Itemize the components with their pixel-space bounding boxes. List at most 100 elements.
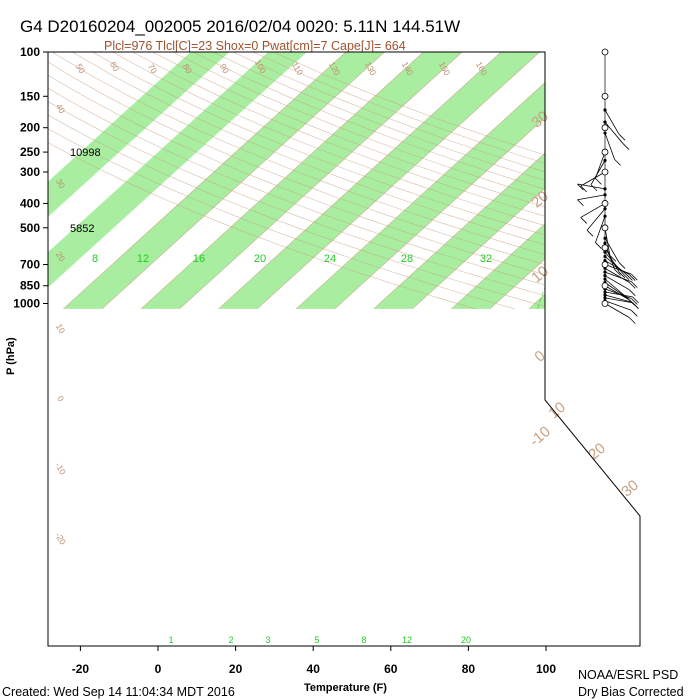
wind-barb (577, 183, 606, 190)
wind-profile (577, 48, 639, 324)
isotherm-f-label: 20 (54, 250, 68, 263)
temp-tick-label: 0 (155, 662, 162, 676)
wind-barb (580, 171, 606, 187)
wind-barb-feather (577, 183, 584, 191)
wind-barb-feather (580, 217, 588, 224)
mixing-ratio-label: 3 (265, 635, 270, 645)
wind-barb (604, 271, 632, 283)
mixing-ratio-line (634, 203, 640, 309)
isotherm-line (684, 52, 700, 309)
mixing-ratio-label: 5 (314, 635, 319, 645)
isotherm-f-label: 80 (181, 62, 195, 75)
pressure-tick-label: 100 (20, 45, 40, 59)
wind-barb (604, 291, 633, 298)
calm-wind-marker (601, 124, 609, 132)
wind-dot (603, 277, 607, 281)
calm-wind-marker (601, 261, 609, 268)
wind-barb (604, 132, 615, 160)
mixing-ratio-line (597, 203, 632, 309)
y-axis-label: P (hPa) (5, 337, 17, 375)
dry-adiabat (172, 52, 640, 310)
wind-barb (590, 160, 606, 185)
wind-dot (603, 296, 607, 300)
dry-adiabat (48, 52, 594, 310)
isotherm-c-label: 0 (531, 347, 548, 365)
mixing-ratio-label: 8 (361, 635, 366, 645)
dry-adiabat (212, 52, 640, 310)
height-label: 10998 (70, 147, 101, 159)
isotherm-line (295, 52, 579, 310)
wind-dot (603, 207, 607, 211)
wind-barb (604, 303, 630, 318)
isotherm-line (528, 52, 640, 310)
wind-barb (604, 260, 630, 275)
isotherm-c-label: 10 (545, 399, 569, 423)
wind-barb-feather (618, 271, 626, 279)
wind-dot (603, 108, 607, 112)
calm-wind-marker (601, 244, 609, 252)
mixing-ratio-line (684, 203, 700, 308)
isotherm-f-label: 30 (54, 177, 68, 190)
wind-barb (604, 297, 633, 304)
temp-tick-label: 60 (384, 662, 398, 676)
calm-wind-marker (601, 200, 609, 207)
mixing-ratio-label: 12 (402, 635, 412, 645)
wind-barb-feather (577, 199, 584, 207)
pressure-tick-label: 850 (20, 279, 40, 293)
wind-barb (595, 151, 606, 179)
dry-adiabat (232, 52, 640, 310)
pressure-tick-label: 300 (20, 165, 40, 179)
wind-dot (603, 290, 607, 294)
green-bands (48, 52, 640, 309)
chart-subtitle: Plcl=976 Tlcl[C]=23 Shox=0 Pwat[cm]=7 Ca… (104, 39, 406, 53)
wind-barb-feather (590, 184, 598, 192)
wind-barb-feather (626, 296, 633, 304)
chart-title: G4 D20160204_002005 2016/02/04 0020: 5.1… (20, 17, 460, 36)
band-number-label: 12 (137, 253, 149, 265)
band-number-label: 32 (480, 253, 492, 265)
calm-wind-marker (601, 48, 609, 56)
pressure-tick-label: 1000 (13, 297, 40, 311)
isotherm-line (218, 52, 502, 310)
wind-barb (595, 216, 606, 243)
dry-adiabat (152, 52, 640, 310)
calm-wind-marker (601, 224, 609, 232)
wind-barb (577, 194, 606, 201)
band-number-label: 8 (92, 253, 98, 265)
band-number-label: 16 (193, 253, 205, 265)
wind-barb-feather (614, 159, 621, 166)
isotherm-f-label: 0 (55, 394, 66, 403)
wind-dot (603, 241, 607, 245)
isotherm-c-label: -10 (526, 423, 554, 450)
isotherm-line (63, 52, 347, 310)
isotherm-f-label: -20 (53, 531, 68, 547)
isotherm-f-label: 50 (74, 62, 88, 75)
wind-barb (604, 278, 627, 298)
green-band (218, 52, 540, 309)
isotherm-line (645, 52, 700, 309)
wind-barb-feather (595, 178, 602, 185)
plot-frame (47, 51, 641, 647)
wind-barb (604, 227, 611, 256)
pressure-tick-label: 500 (20, 221, 40, 235)
calm-wind-marker (601, 282, 609, 290)
isotherm-c-label: 30 (618, 477, 642, 501)
pressure-tick-label: 400 (20, 196, 40, 210)
created-timestamp: Created: Wed Sep 14 11:04:34 MDT 2016 (2, 685, 235, 699)
isotherm-line (101, 52, 385, 310)
wind-barb-feather (631, 298, 638, 305)
band-number-label: 24 (324, 253, 336, 265)
isotherm-f-label: 70 (146, 62, 160, 75)
isotherm-line (567, 52, 640, 310)
mixing-ratio-label: 2 (228, 635, 233, 645)
pressure-tick-label: 200 (20, 121, 40, 135)
mixing-ratio-label: 1 (168, 635, 173, 645)
wind-dot (603, 270, 607, 274)
wind-barb-feather (626, 274, 633, 281)
org-label: NOAA/ESRL PSD (578, 668, 678, 682)
wind-dot (603, 293, 607, 297)
green-band (140, 52, 463, 309)
wind-barb-feather (628, 282, 636, 289)
green-band (48, 52, 307, 309)
